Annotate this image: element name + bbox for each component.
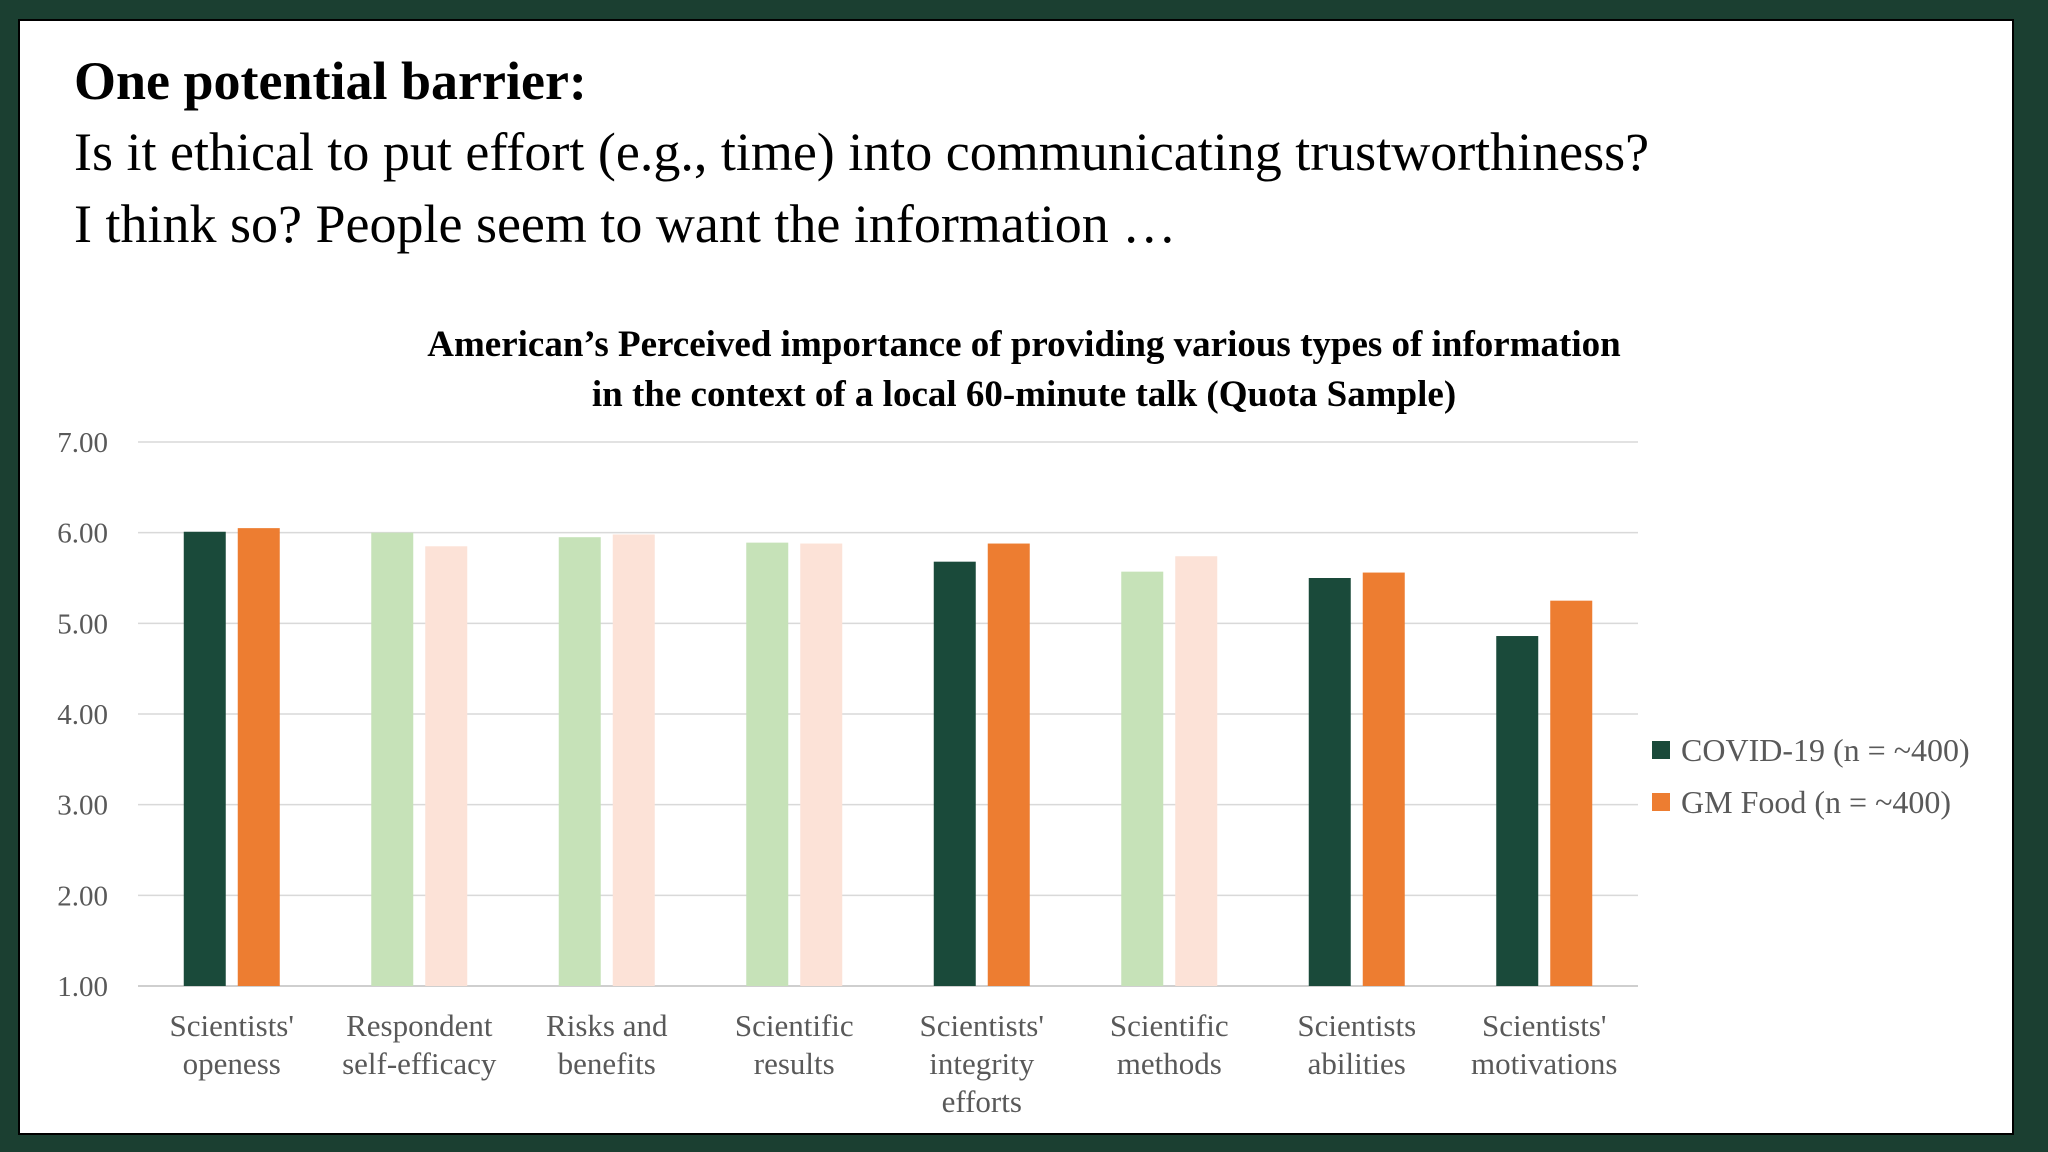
legend-label-gm-food: GM Food (n = ~400) xyxy=(1681,783,1952,820)
legend-item-covid: COVID-19 (n = ~400) xyxy=(1652,724,1970,776)
legend-swatch-gm-food xyxy=(1652,793,1670,811)
bar-covid xyxy=(1308,578,1351,986)
y-tick-label: 1.00 xyxy=(57,971,108,1003)
bar-covid xyxy=(1496,636,1539,986)
bar-covid xyxy=(746,542,789,986)
bar-gm-food xyxy=(425,546,468,986)
legend-label-covid: COVID-19 (n = ~400) xyxy=(1681,731,1970,768)
y-tick-label: 6.00 xyxy=(57,518,108,550)
bar-gm-food xyxy=(237,528,280,986)
category-label: Scientists' motivations xyxy=(1471,1008,1617,1081)
y-tick-label: 7.00 xyxy=(57,427,108,459)
legend-swatch-covid xyxy=(1652,741,1670,759)
category-label: Scientific methods xyxy=(1110,1008,1229,1081)
y-tick-label: 5.00 xyxy=(57,608,108,640)
category-label: Scientists abilities xyxy=(1297,1008,1416,1081)
bar-gm-food xyxy=(987,543,1030,986)
y-tick-label: 3.00 xyxy=(57,790,108,822)
bar-gm-food xyxy=(612,534,655,986)
category-label: Risks and benefits xyxy=(546,1008,668,1081)
bar-covid xyxy=(933,561,976,986)
slide-answer-line: I think so? People seem to want the info… xyxy=(74,194,1177,254)
category-label: Respondent self-efficacy xyxy=(342,1008,497,1081)
bar-gm-food xyxy=(1550,600,1593,986)
bar-gm-food xyxy=(1362,572,1405,986)
bar-covid xyxy=(183,531,226,986)
chart-title-line-2: in the context of a local 60-minute talk… xyxy=(591,374,1457,415)
y-tick-label: 4.00 xyxy=(57,699,108,731)
bar-covid xyxy=(371,532,414,986)
bar-gm-food xyxy=(800,543,843,986)
slide-heading: One potential barrier: xyxy=(74,51,587,111)
legend-item-gm-food: GM Food (n = ~400) xyxy=(1652,776,1970,828)
category-label: Scientists' openess xyxy=(170,1008,294,1081)
chart-title-line-1: American’s Perceived importance of provi… xyxy=(427,324,1621,365)
bar-covid xyxy=(1121,571,1164,986)
slide-question-line: Is it ethical to put effort (e.g., time)… xyxy=(74,122,1650,182)
bar-gm-food xyxy=(1175,556,1218,986)
category-label: Scientific results xyxy=(735,1008,854,1081)
y-tick-label: 2.00 xyxy=(57,880,108,912)
bar-covid xyxy=(558,537,601,986)
chart-legend: COVID-19 (n = ~400) GM Food (n = ~400) xyxy=(1652,724,1970,828)
category-label: Scientists' integrity efforts xyxy=(920,1008,1044,1119)
